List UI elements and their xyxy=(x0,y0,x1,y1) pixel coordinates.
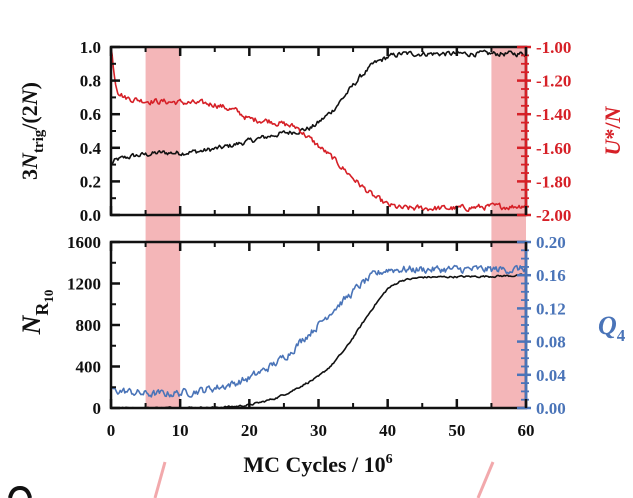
right-tick-label: -1.60 xyxy=(536,139,571,158)
right-tick-label: -1.00 xyxy=(536,38,571,57)
partial-glyph xyxy=(8,485,32,498)
top-right-axis-title: U*/N xyxy=(600,105,625,155)
left-tick-label: 0.0 xyxy=(80,206,101,225)
bottom-right-axis: 0.00 0.04 0.08 0.12 0.16 0.20 xyxy=(517,233,566,418)
connector-line-right xyxy=(476,461,495,498)
left-tick-label: 1200 xyxy=(67,275,101,294)
right-tick-label: -2.00 xyxy=(536,206,571,225)
right-tick-label: -1.40 xyxy=(536,105,571,124)
left-tick-label: 400 xyxy=(76,358,102,377)
x-tick-label: 20 xyxy=(241,421,258,440)
right-tick-label: -1.80 xyxy=(536,172,571,191)
series-blue-line xyxy=(110,264,527,398)
left-tick-label: 0.8 xyxy=(80,72,101,91)
top-left-axis: 0.0 0.2 0.4 0.6 0.8 1.0 xyxy=(80,38,120,225)
top-panel: 0.00.20.40.60.81.0 -2.00-1.80-1.60-1.40-… xyxy=(80,38,572,225)
right-tick-label: 0.08 xyxy=(536,333,566,352)
top-x-axis xyxy=(109,47,528,215)
left-tick-label: 0.6 xyxy=(80,105,101,124)
left-tick-label: 0 xyxy=(93,399,102,418)
bottom-left-axis-title: NR10 xyxy=(17,290,56,336)
right-tick-label: -1.20 xyxy=(536,72,571,91)
top-right-axis: -2.00 -1.80 -1.60 -1.40 -1.20 -1.00 xyxy=(517,38,571,225)
left-tick-label: 1600 xyxy=(67,233,101,252)
connector-line-left xyxy=(153,461,167,498)
highlight-bands xyxy=(145,47,526,408)
right-tick-label: 0.00 xyxy=(536,399,566,418)
right-tick-label: 0.12 xyxy=(536,299,566,318)
right-tick-label: 0.16 xyxy=(536,266,566,285)
x-tick-label: 10 xyxy=(172,421,189,440)
left-tick-label: 0.2 xyxy=(80,172,101,191)
left-tick-label: 800 xyxy=(76,316,102,335)
x-axis-title: MC Cycles / 106 xyxy=(243,452,392,477)
highlight-band-0 xyxy=(145,47,181,408)
bottom-left-axis: 0 400 800 1200 1600 xyxy=(67,233,120,418)
bottom-right-axis-title: Q4 xyxy=(598,311,626,345)
x-tick-label: 30 xyxy=(310,421,327,440)
top-left-axis-title: 3Ntrig/(2N) xyxy=(17,82,47,180)
left-tick-label: 0.4 xyxy=(80,139,102,158)
x-tick-label: 50 xyxy=(448,421,465,440)
x-tick-label: 0 xyxy=(107,421,116,440)
bottom-x-axis: 0 10 20 30 40 50 60 xyxy=(107,242,535,440)
left-tick-label: 1.0 xyxy=(80,38,101,57)
right-tick-label: 0.04 xyxy=(536,366,566,385)
right-tick-label: 0.20 xyxy=(536,233,566,252)
highlight-band-1 xyxy=(491,47,526,408)
x-tick-label: 40 xyxy=(379,421,396,440)
x-tick-label: 60 xyxy=(518,421,535,440)
